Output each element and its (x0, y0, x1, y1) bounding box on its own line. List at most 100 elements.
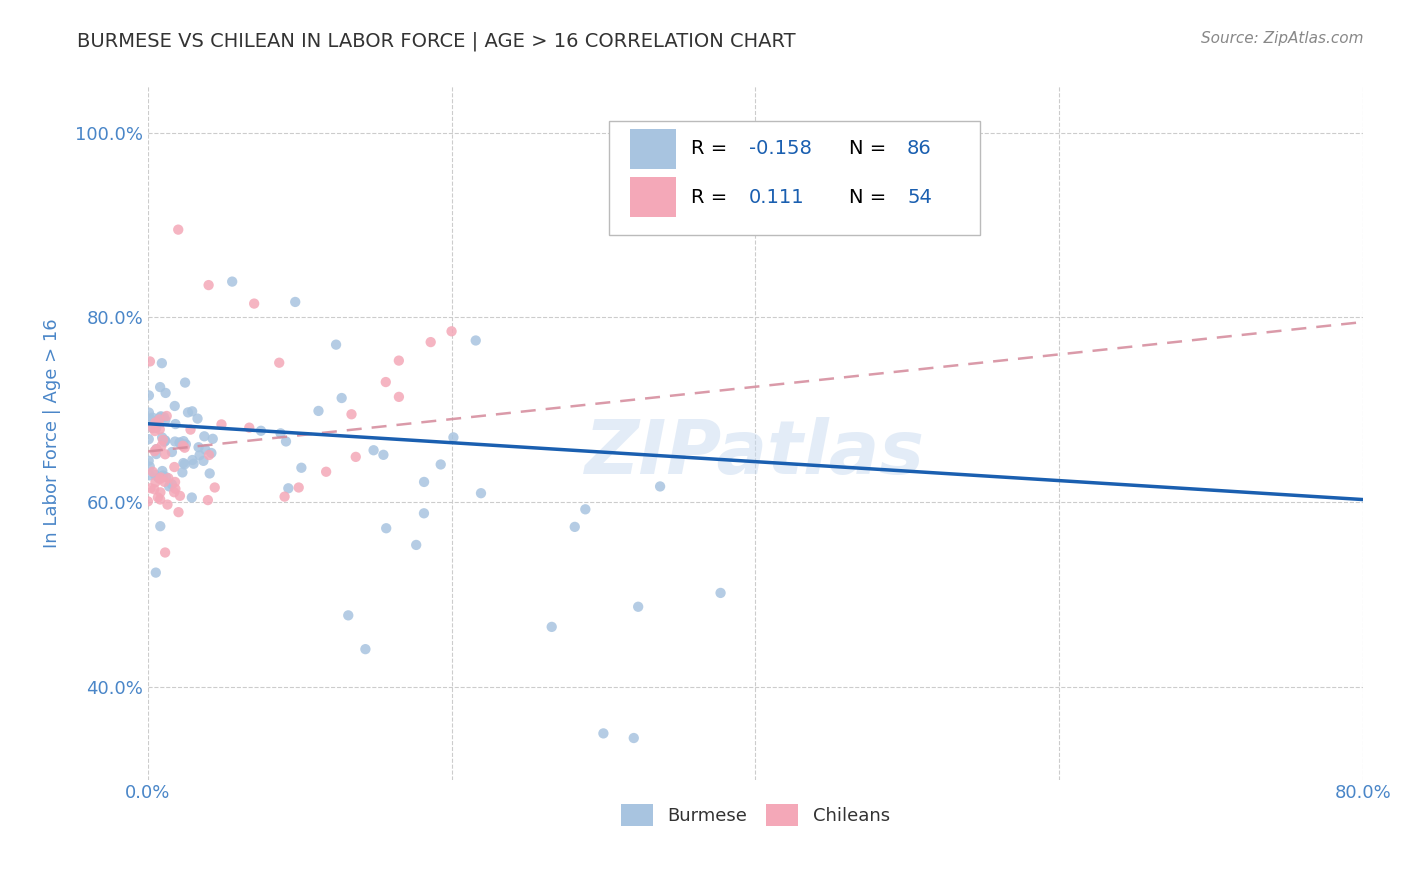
Point (325, 337, 347, 351)
Point (157, 471, 180, 485)
Point (344, 450, 367, 464)
Point (153, 410, 176, 425)
Point (150, 356, 173, 370)
Point (145, 442, 167, 457)
Point (375, 521, 398, 535)
Point (163, 485, 186, 500)
Point (155, 413, 177, 427)
Point (186, 411, 208, 425)
Text: 0.111: 0.111 (749, 188, 804, 207)
Point (138, 454, 160, 468)
Point (180, 423, 202, 437)
Point (315, 465, 337, 479)
Point (193, 429, 215, 443)
Legend: Burmese, Chileans: Burmese, Chileans (613, 797, 897, 833)
Point (709, 586, 731, 600)
Point (138, 406, 160, 420)
Point (149, 519, 172, 533)
Point (167, 222, 190, 236)
Point (274, 434, 297, 449)
Point (172, 456, 194, 470)
Point (149, 380, 172, 394)
Point (145, 416, 167, 430)
Point (174, 437, 197, 451)
Point (373, 448, 395, 462)
Point (149, 485, 172, 500)
Point (172, 466, 194, 480)
Point (155, 470, 177, 484)
Point (238, 420, 260, 434)
Point (198, 467, 221, 481)
Point (149, 472, 172, 486)
Point (148, 412, 170, 426)
Point (388, 390, 411, 404)
Point (270, 426, 292, 441)
Point (146, 491, 169, 505)
Point (173, 458, 195, 472)
Point (143, 482, 166, 496)
Point (290, 460, 312, 475)
Point (197, 278, 219, 293)
Point (413, 506, 436, 520)
Point (136, 494, 159, 508)
Point (165, 417, 187, 431)
Point (419, 335, 441, 350)
Point (153, 434, 176, 448)
Point (145, 447, 167, 461)
Point (143, 467, 166, 482)
Point (156, 498, 179, 512)
Point (139, 412, 162, 426)
Text: BURMESE VS CHILEAN IN LABOR FORCE | AGE > 16 CORRELATION CHART: BURMESE VS CHILEAN IN LABOR FORCE | AGE … (77, 31, 796, 51)
Text: -0.158: -0.158 (749, 139, 813, 158)
Point (198, 448, 221, 462)
Point (648, 479, 671, 493)
Point (169, 435, 191, 450)
Text: Source: ZipAtlas.com: Source: ZipAtlas.com (1201, 31, 1364, 46)
Text: N =: N = (849, 188, 893, 207)
Point (330, 391, 353, 405)
Point (243, 296, 266, 310)
Point (201, 432, 224, 446)
Point (143, 424, 166, 438)
Point (187, 440, 209, 454)
Point (143, 444, 166, 458)
Point (139, 481, 162, 495)
Point (374, 375, 396, 389)
Point (153, 545, 176, 559)
Point (150, 464, 173, 478)
Point (150, 439, 173, 453)
Point (142, 465, 165, 479)
Point (574, 502, 596, 516)
Point (139, 459, 162, 474)
Point (354, 642, 377, 657)
Point (153, 434, 176, 449)
Point (413, 475, 436, 489)
Point (139, 354, 162, 368)
Point (153, 475, 176, 489)
Text: 86: 86 (907, 139, 932, 158)
Point (337, 608, 360, 623)
Point (429, 458, 451, 472)
Point (149, 470, 172, 484)
Point (197, 493, 219, 508)
Point (440, 324, 463, 338)
Point (194, 442, 217, 457)
Point (250, 424, 273, 438)
Point (160, 445, 183, 459)
Point (142, 421, 165, 435)
Point (174, 376, 197, 390)
Point (188, 448, 211, 462)
Text: ZIPatlas: ZIPatlas (585, 417, 925, 491)
Point (627, 599, 650, 614)
Point (167, 505, 190, 519)
Point (177, 405, 200, 419)
Point (153, 447, 176, 461)
Point (169, 435, 191, 450)
Point (277, 481, 299, 495)
Point (623, 731, 645, 745)
Point (204, 481, 226, 495)
Point (145, 421, 167, 435)
Point (150, 430, 173, 444)
Point (138, 432, 160, 446)
Point (141, 421, 163, 435)
